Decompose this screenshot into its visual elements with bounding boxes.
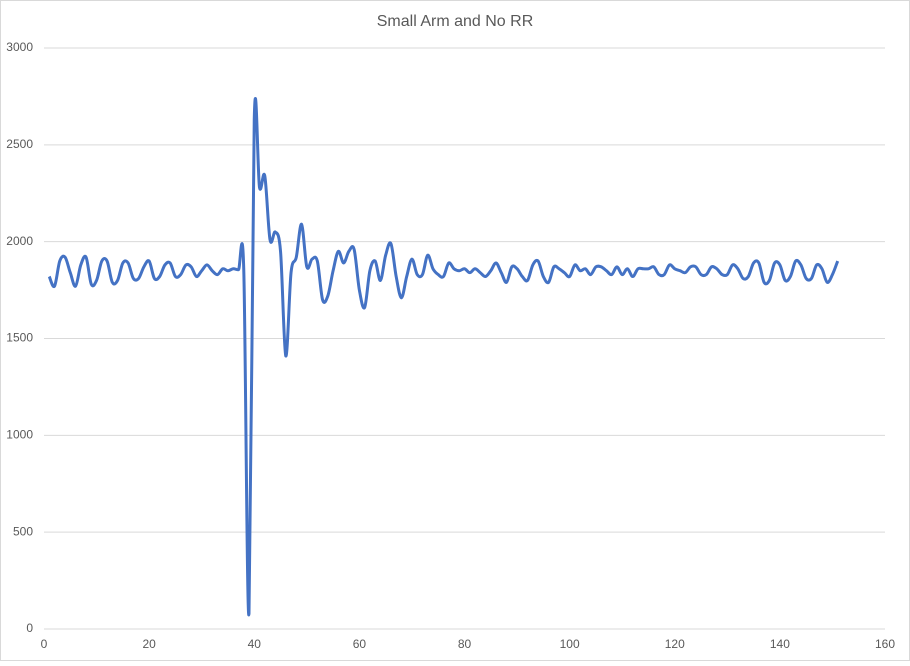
x-tick-label: 0 <box>41 637 48 651</box>
y-tick-label: 1500 <box>6 331 33 345</box>
x-tick-label: 140 <box>770 637 790 651</box>
x-tick-label: 100 <box>560 637 580 651</box>
y-tick-label: 500 <box>13 524 33 538</box>
y-tick-label: 3000 <box>6 40 33 54</box>
x-tick-label: 120 <box>665 637 685 651</box>
x-tick-label: 40 <box>248 637 262 651</box>
data-line <box>47 97 840 617</box>
x-tick-label: 80 <box>458 637 472 651</box>
y-tick-label: 1000 <box>6 428 33 442</box>
x-tick-label: 20 <box>142 637 156 651</box>
y-tick-label: 2000 <box>6 234 33 248</box>
y-tick-label: 0 <box>26 621 33 635</box>
x-tick-label: 60 <box>353 637 367 651</box>
y-tick-label: 2500 <box>6 137 33 151</box>
chart-title: Small Arm and No RR <box>377 13 534 30</box>
x-tick-label: 160 <box>875 637 895 651</box>
